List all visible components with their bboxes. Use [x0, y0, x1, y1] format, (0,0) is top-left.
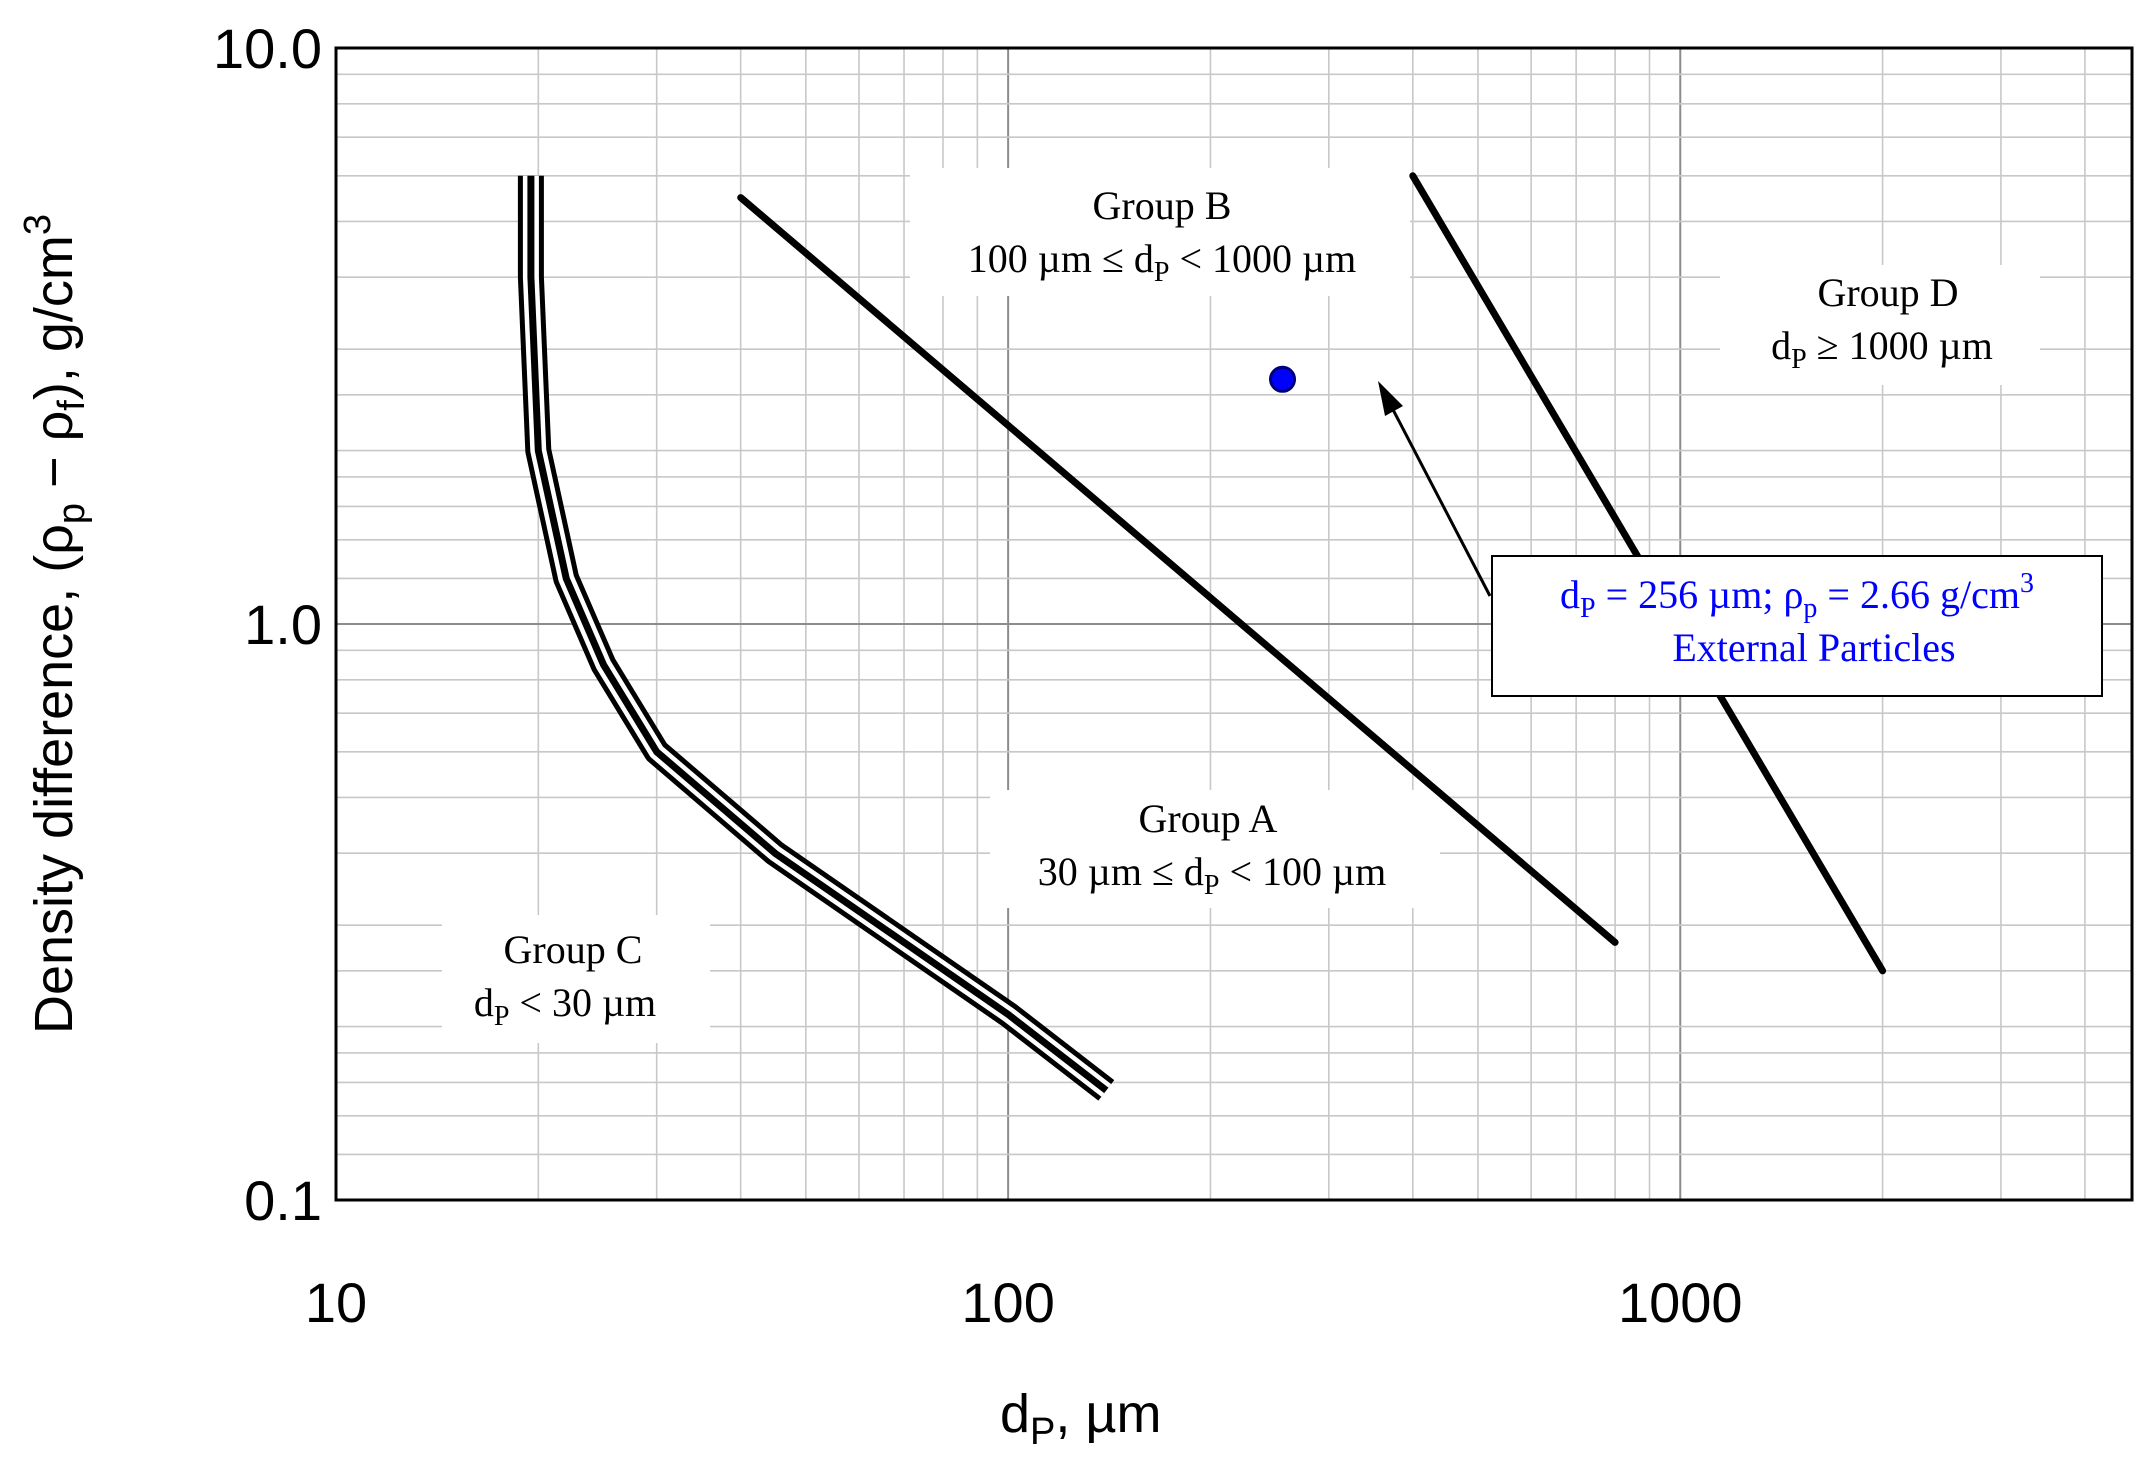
- group-c-range-suffix: < 30 µm: [509, 980, 656, 1025]
- group-b-title: Group B: [1093, 183, 1232, 228]
- x-axis-title: dP, µm: [1000, 1384, 1162, 1453]
- x-tick-label: 10: [305, 1271, 367, 1334]
- y-axis-title-sup: 3: [17, 214, 59, 235]
- group-a-range-prefix: 30 µm ≤ d: [1038, 849, 1204, 894]
- group-d-range-prefix: d: [1771, 323, 1791, 368]
- group-c-range-prefix: d: [474, 980, 494, 1025]
- y-tick-label: 10.0: [213, 17, 322, 80]
- callout-d-sub: P: [1580, 593, 1596, 624]
- callout-d: d: [1560, 572, 1580, 617]
- callout-line1: dP = 256 µm; ρp = 2.66 g/cm3: [1560, 568, 2034, 624]
- group-d-range-suffix: ≥ 1000 µm: [1807, 323, 1993, 368]
- plot-frame: [334, 46, 2134, 1202]
- group-a-range-sub: P: [1204, 870, 1220, 901]
- group-d-range: dP ≥ 1000 µm: [1771, 323, 1993, 375]
- group-a-label-bg: [990, 790, 1440, 908]
- x-axis-title-main: d: [1000, 1384, 1030, 1444]
- callout-d-value: = 256 µm; ρ: [1596, 572, 1804, 617]
- y-axis-title-sub2: f: [51, 400, 93, 411]
- callout-box: [1491, 555, 2103, 697]
- y-axis-title-sub1: p: [51, 503, 93, 524]
- group-d-label-bg: [1720, 265, 2040, 385]
- series-2-line: [737, 194, 1619, 946]
- callout-arrow: [1386, 399, 1492, 597]
- group-c-title: Group C: [504, 927, 643, 972]
- group-a-range: 30 µm ≤ dP < 100 µm: [1038, 849, 1386, 901]
- x-axis-title-rest: , µm: [1055, 1384, 1161, 1444]
- y-axis-title-mid: − ρ: [24, 411, 84, 503]
- group-b-range-suffix: < 1000 µm: [1169, 236, 1356, 281]
- group-b-range: 100 µm ≤ dP < 1000 µm: [968, 236, 1356, 288]
- callout-rho-value: = 2.66 g/cm: [1817, 572, 2020, 617]
- group-d-title: Group D: [1817, 270, 1958, 315]
- series-1-line-core: [527, 175, 1109, 1094]
- group-b-range-prefix: 100 µm ≤ d: [968, 236, 1154, 281]
- y-tick-label: 0.1: [244, 1169, 322, 1232]
- x-tick-label: 1000: [1618, 1271, 1743, 1334]
- marker-layer: [1269, 365, 1297, 393]
- group-b-label-bg: [910, 168, 1410, 296]
- group-c-label-bg: [442, 915, 710, 1043]
- callout-line2: External Particles: [1672, 625, 1955, 670]
- group-b-range-sub: P: [1154, 257, 1170, 288]
- group-c-range: dP < 30 µm: [474, 980, 656, 1032]
- tick-labels: 0.1 1.0 10.0 10 100 1000: [213, 17, 1743, 1334]
- y-axis-title: Density difference, (ρp − ρf), g/cm3: [17, 214, 93, 1034]
- x-axis-title-sub: P: [1030, 1411, 1055, 1453]
- y-axis-title-main: Density difference, (ρ: [24, 524, 84, 1034]
- callout-rho-sub: p: [1803, 593, 1817, 624]
- group-a-range-suffix: < 100 µm: [1219, 849, 1386, 894]
- x-tick-label: 100: [961, 1271, 1054, 1334]
- data-point-external-particles: [1269, 365, 1297, 393]
- group-c-range-sub: P: [494, 1001, 510, 1032]
- group-d-range-sub: P: [1791, 344, 1807, 375]
- callout-rho-sup: 3: [2020, 568, 2034, 599]
- y-tick-label: 1.0: [244, 593, 322, 656]
- boundary-lines: [517, 172, 1887, 1101]
- group-a-title: Group A: [1139, 796, 1278, 841]
- callout-arrowhead: [1378, 381, 1403, 416]
- y-axis-title-rest: ), g/cm: [24, 235, 84, 400]
